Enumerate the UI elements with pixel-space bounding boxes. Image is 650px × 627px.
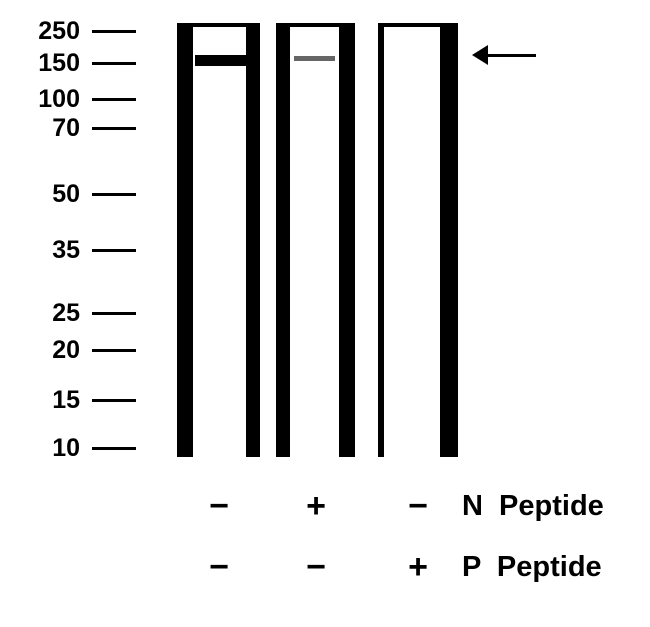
lane-border	[276, 23, 290, 457]
minus-symbol: −	[199, 487, 239, 526]
ladder-label: 20	[20, 336, 80, 365]
lane-border	[440, 23, 458, 457]
lane-interior	[193, 27, 246, 457]
plus-symbol: +	[296, 487, 336, 526]
ladder-label: 70	[20, 114, 80, 143]
minus-symbol: −	[199, 548, 239, 587]
ladder-label: 25	[20, 299, 80, 328]
arrow-shaft	[482, 54, 536, 57]
ladder-tick	[92, 447, 136, 450]
plus-symbol: +	[398, 548, 438, 587]
protein-band	[195, 55, 246, 66]
peptide-row-label: N Peptide	[462, 490, 604, 523]
lane-border	[177, 23, 193, 457]
ladder-tick	[92, 193, 136, 196]
minus-symbol: −	[398, 487, 438, 526]
ladder-tick	[92, 312, 136, 315]
lane-border	[246, 23, 260, 457]
lane-interior	[384, 27, 440, 457]
ladder-label: 10	[20, 434, 80, 463]
ladder-tick	[92, 127, 136, 130]
ladder-tick	[92, 349, 136, 352]
ladder-label: 250	[20, 17, 80, 46]
western-blot-figure: 25015010070503525201510 −+−N Peptide−−+P…	[0, 0, 650, 627]
minus-symbol: −	[296, 548, 336, 587]
ladder-tick	[92, 399, 136, 402]
protein-band	[294, 56, 335, 61]
ladder-label: 100	[20, 85, 80, 114]
lane-border	[339, 23, 355, 457]
ladder-label: 150	[20, 49, 80, 78]
ladder-tick	[92, 98, 136, 101]
peptide-row-label: P Peptide	[462, 551, 602, 584]
ladder-tick	[92, 30, 136, 33]
lane-interior	[290, 27, 339, 457]
ladder-label: 50	[20, 180, 80, 209]
arrow-head-icon	[472, 45, 488, 65]
ladder-tick	[92, 249, 136, 252]
ladder-label: 15	[20, 386, 80, 415]
ladder-tick	[92, 62, 136, 65]
ladder-label: 35	[20, 236, 80, 265]
